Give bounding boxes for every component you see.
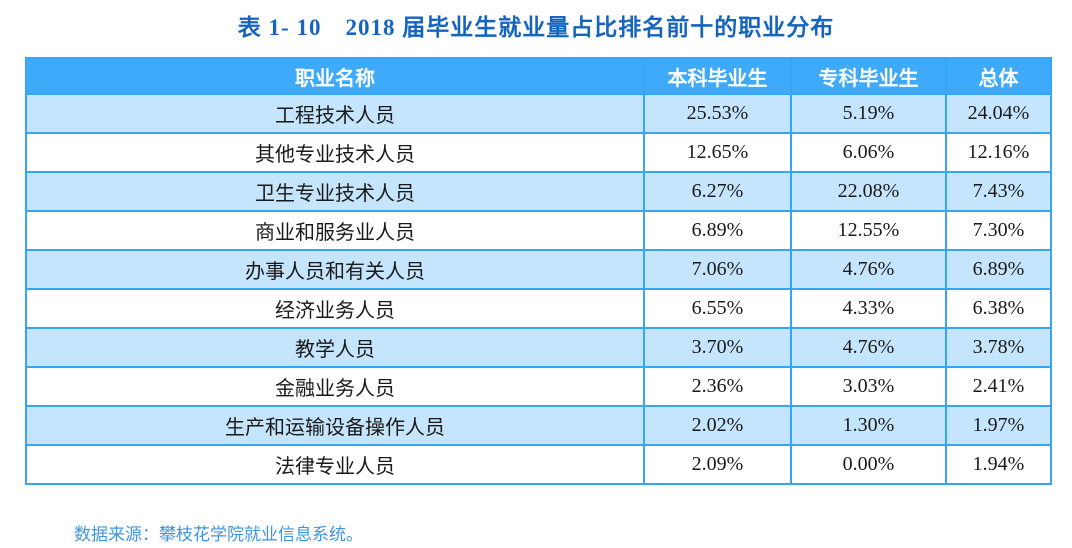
overall-value-cell: 12.16% xyxy=(945,132,1052,173)
occupation-name-cell: 金融业务人员 xyxy=(25,366,645,407)
occupation-name-cell: 商业和服务业人员 xyxy=(25,210,645,251)
undergraduate-value-cell: 2.02% xyxy=(643,405,792,446)
undergraduate-value-cell: 6.55% xyxy=(643,288,792,329)
table-row: 法律专业人员 2.09% 0.00% 1.94% xyxy=(25,444,1052,485)
occupation-name-cell: 其他专业技术人员 xyxy=(25,132,645,173)
junior-college-value-cell: 12.55% xyxy=(790,210,947,251)
occupation-distribution-table: 职业名称 本科毕业生 专科毕业生 总体 工程技术人员 25.53% 5.19% … xyxy=(25,57,1052,485)
occupation-name-cell: 工程技术人员 xyxy=(25,93,645,134)
undergraduate-value-cell: 6.89% xyxy=(643,210,792,251)
junior-college-value-cell: 5.19% xyxy=(790,93,947,134)
junior-college-value-cell: 6.06% xyxy=(790,132,947,173)
table-row: 教学人员 3.70% 4.76% 3.78% xyxy=(25,327,1052,368)
table-body: 工程技术人员 25.53% 5.19% 24.04% 其他专业技术人员 12.6… xyxy=(25,93,1052,485)
undergraduate-value-cell: 3.70% xyxy=(643,327,792,368)
header-row: 职业名称 本科毕业生 专科毕业生 总体 xyxy=(25,57,1052,95)
occupation-name-cell: 法律专业人员 xyxy=(25,444,645,485)
column-header-undergraduate: 本科毕业生 xyxy=(643,57,792,95)
table-header: 职业名称 本科毕业生 专科毕业生 总体 xyxy=(25,57,1052,95)
overall-value-cell: 3.78% xyxy=(945,327,1052,368)
undergraduate-value-cell: 25.53% xyxy=(643,93,792,134)
table-row: 金融业务人员 2.36% 3.03% 2.41% xyxy=(25,366,1052,407)
overall-value-cell: 2.41% xyxy=(945,366,1052,407)
overall-value-cell: 1.94% xyxy=(945,444,1052,485)
table-row: 办事人员和有关人员 7.06% 4.76% 6.89% xyxy=(25,249,1052,290)
junior-college-value-cell: 4.33% xyxy=(790,288,947,329)
overall-value-cell: 1.97% xyxy=(945,405,1052,446)
junior-college-value-cell: 3.03% xyxy=(790,366,947,407)
junior-college-value-cell: 4.76% xyxy=(790,249,947,290)
occupation-name-cell: 教学人员 xyxy=(25,327,645,368)
undergraduate-value-cell: 12.65% xyxy=(643,132,792,173)
overall-value-cell: 7.43% xyxy=(945,171,1052,212)
overall-value-cell: 6.38% xyxy=(945,288,1052,329)
overall-value-cell: 7.30% xyxy=(945,210,1052,251)
table-row: 卫生专业技术人员 6.27% 22.08% 7.43% xyxy=(25,171,1052,212)
column-header-overall: 总体 xyxy=(945,57,1052,95)
occupation-name-cell: 卫生专业技术人员 xyxy=(25,171,645,212)
table-row: 经济业务人员 6.55% 4.33% 6.38% xyxy=(25,288,1052,329)
table-row: 商业和服务业人员 6.89% 12.55% 7.30% xyxy=(25,210,1052,251)
junior-college-value-cell: 0.00% xyxy=(790,444,947,485)
table-row: 工程技术人员 25.53% 5.19% 24.04% xyxy=(25,93,1052,134)
table-caption: 表 1- 10 2018 届毕业生就业量占比排名前十的职业分布 xyxy=(237,15,835,40)
undergraduate-value-cell: 7.06% xyxy=(643,249,792,290)
column-header-junior-college: 专科毕业生 xyxy=(790,57,947,95)
junior-college-value-cell: 22.08% xyxy=(790,171,947,212)
overall-value-cell: 24.04% xyxy=(945,93,1052,134)
data-source-note: 数据来源：攀枝花学院就业信息系统。 xyxy=(74,525,363,544)
undergraduate-value-cell: 2.09% xyxy=(643,444,792,485)
junior-college-value-cell: 4.76% xyxy=(790,327,947,368)
undergraduate-value-cell: 2.36% xyxy=(643,366,792,407)
occupation-name-cell: 经济业务人员 xyxy=(25,288,645,329)
overall-value-cell: 6.89% xyxy=(945,249,1052,290)
occupation-name-cell: 生产和运输设备操作人员 xyxy=(25,405,645,446)
junior-college-value-cell: 1.30% xyxy=(790,405,947,446)
table-row: 生产和运输设备操作人员 2.02% 1.30% 1.97% xyxy=(25,405,1052,446)
occupation-name-cell: 办事人员和有关人员 xyxy=(25,249,645,290)
undergraduate-value-cell: 6.27% xyxy=(643,171,792,212)
table-row: 其他专业技术人员 12.65% 6.06% 12.16% xyxy=(25,132,1052,173)
column-header-occupation: 职业名称 xyxy=(25,57,645,95)
